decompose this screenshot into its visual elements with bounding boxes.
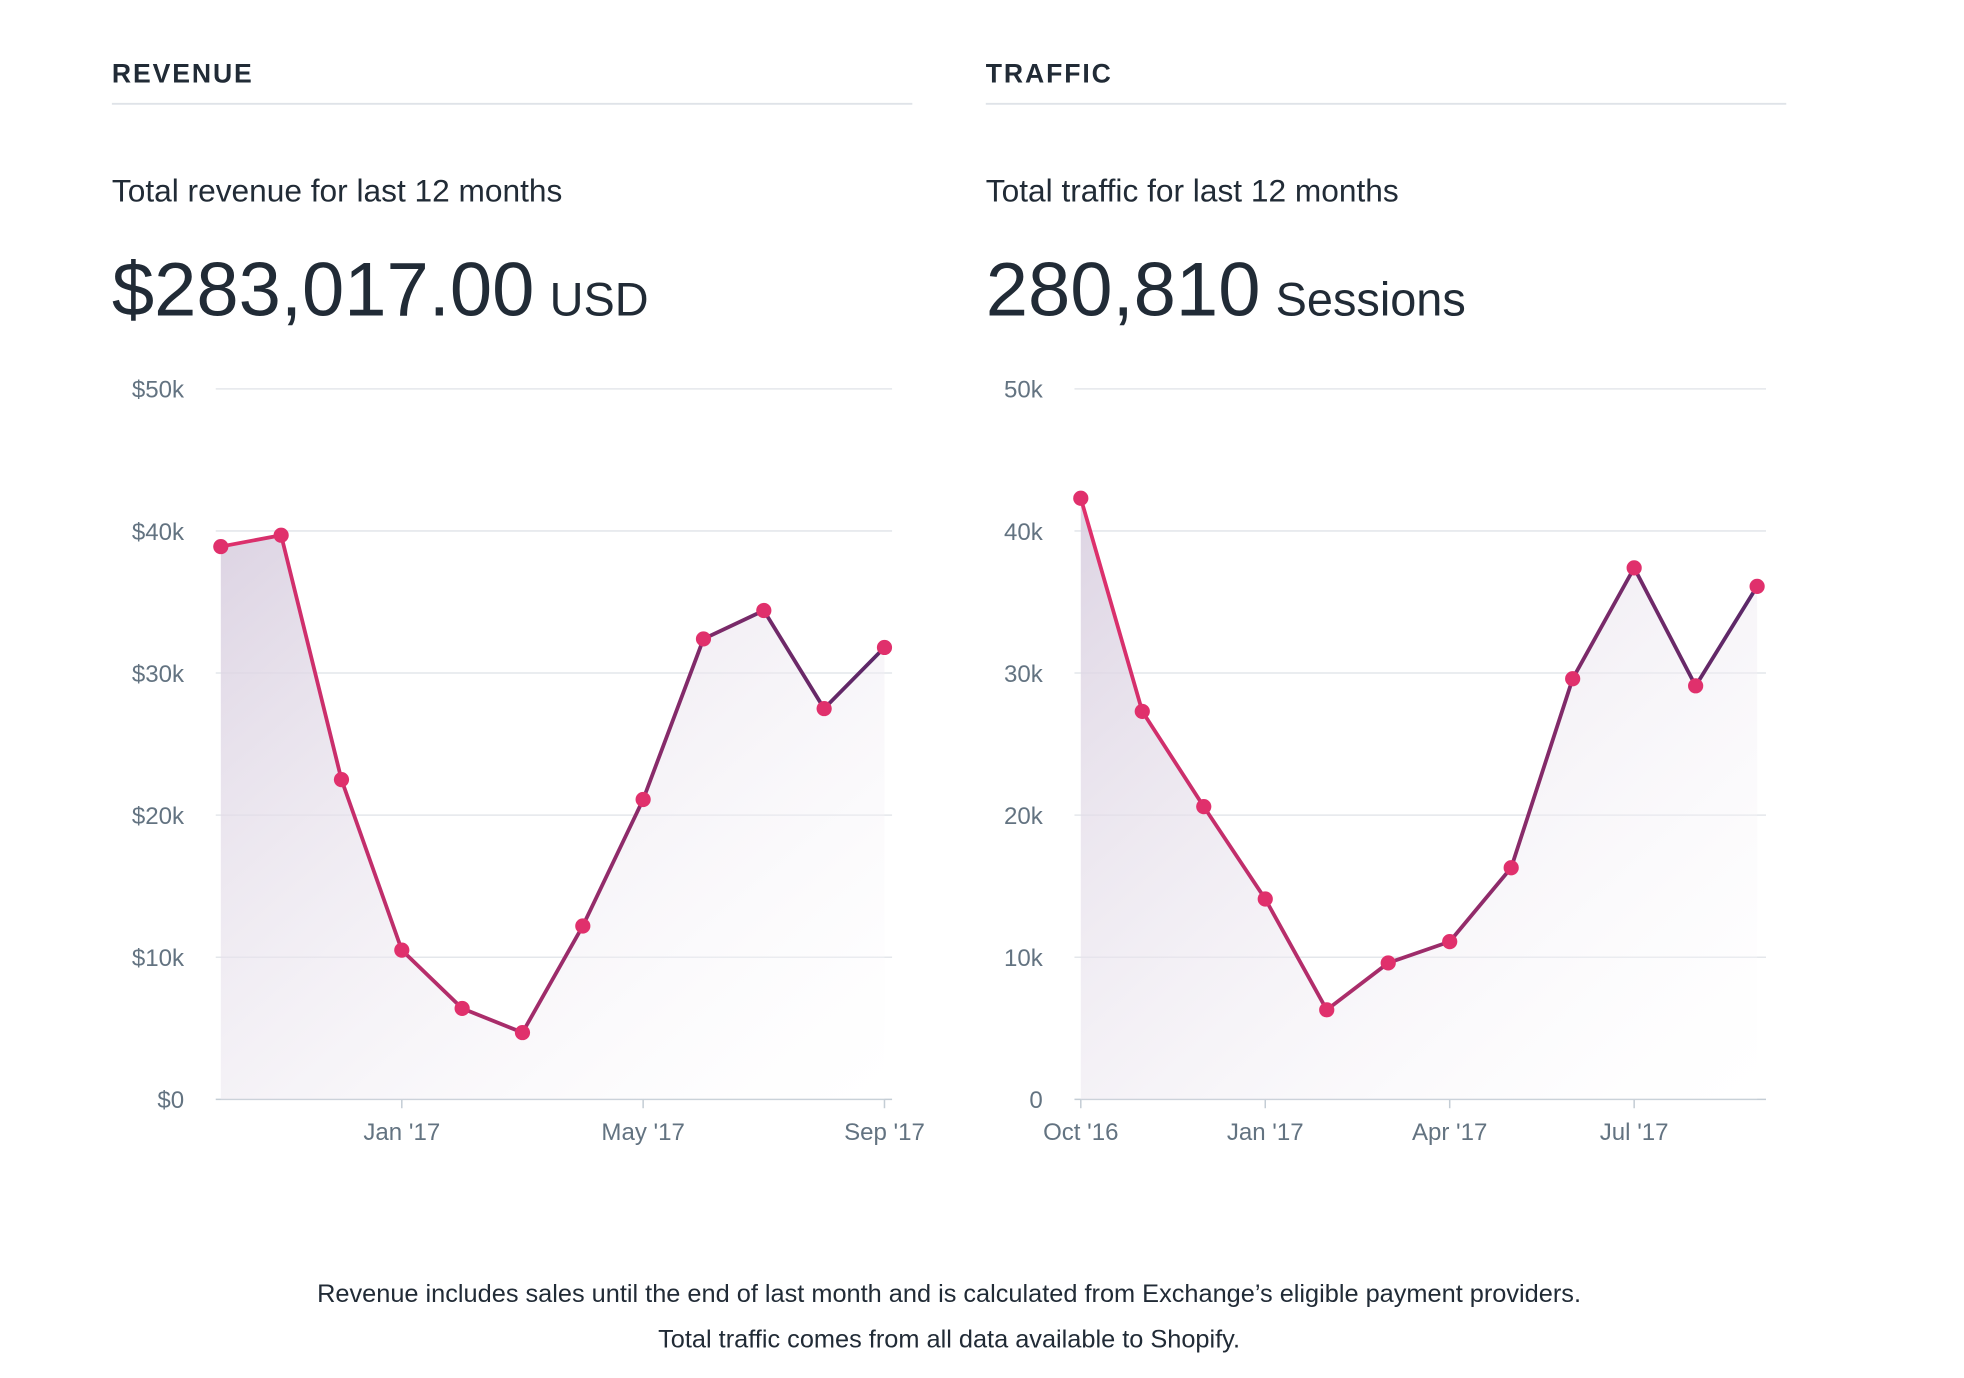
point	[1134, 703, 1150, 720]
y-tick-label: $50k	[132, 377, 185, 404]
footnote: Total traffic comes from all data availa…	[658, 1326, 1240, 1354]
y-tick-label: 50k	[1004, 377, 1044, 404]
section-heading: REVENUE	[112, 58, 254, 88]
total-unit: Sessions	[1276, 273, 1466, 325]
total-value: $283,017.00 USD	[112, 247, 649, 332]
y-tick-label: 0	[1029, 1087, 1042, 1114]
point	[1749, 578, 1765, 594]
y-tick-label: 30k	[1004, 661, 1044, 688]
point	[695, 631, 712, 647]
point	[514, 1024, 531, 1041]
point	[816, 700, 832, 717]
point	[756, 602, 772, 619]
y-tick-label: 20k	[1004, 803, 1044, 830]
point	[575, 918, 591, 934]
total-value: 280,810 Sessions	[986, 247, 1466, 332]
total-unit: USD	[550, 273, 649, 325]
point	[394, 942, 410, 958]
point	[454, 1000, 470, 1017]
total-amount: 280,810	[986, 247, 1261, 332]
total-amount: $283,017.00	[112, 247, 535, 332]
x-tick-label: Jul '17	[1600, 1119, 1669, 1146]
footnote: Revenue includes sales until the end of …	[317, 1280, 1581, 1308]
y-tick-label: $0	[157, 1087, 184, 1114]
point	[1196, 799, 1212, 815]
point	[1442, 934, 1458, 950]
x-tick-label: Apr '17	[1412, 1119, 1487, 1146]
section-heading: TRAFFIC	[986, 58, 1113, 88]
subtitle: Total revenue for last 12 months	[112, 172, 562, 208]
y-tick-label: $10k	[132, 945, 185, 972]
x-tick-label: Jan '17	[363, 1119, 440, 1146]
point	[273, 527, 289, 543]
line	[220, 533, 886, 1035]
point	[1503, 860, 1519, 876]
point	[876, 639, 893, 656]
point	[1688, 678, 1704, 694]
y-tick-label: $40k	[132, 519, 185, 546]
area	[220, 535, 885, 1100]
point	[333, 772, 350, 788]
point	[1380, 955, 1396, 971]
subtitle: Total traffic for last 12 months	[986, 172, 1399, 208]
point	[1626, 560, 1642, 576]
y-tick-label: 40k	[1004, 519, 1044, 546]
point	[1257, 891, 1273, 907]
x-tick-label: Oct '16	[1043, 1119, 1118, 1146]
point	[213, 538, 229, 555]
y-tick-label: $30k	[132, 661, 185, 688]
point	[1073, 490, 1089, 506]
y-tick-label: 10k	[1004, 945, 1044, 972]
point	[1565, 671, 1581, 687]
x-tick-label: Sep '17	[844, 1119, 925, 1146]
line	[1078, 497, 1759, 1012]
x-tick-label: Jan '17	[1227, 1119, 1304, 1146]
point	[635, 791, 651, 808]
y-tick-label: $20k	[132, 803, 185, 830]
area	[1080, 498, 1758, 1100]
point	[1319, 1002, 1335, 1018]
x-tick-label: May '17	[601, 1119, 684, 1146]
